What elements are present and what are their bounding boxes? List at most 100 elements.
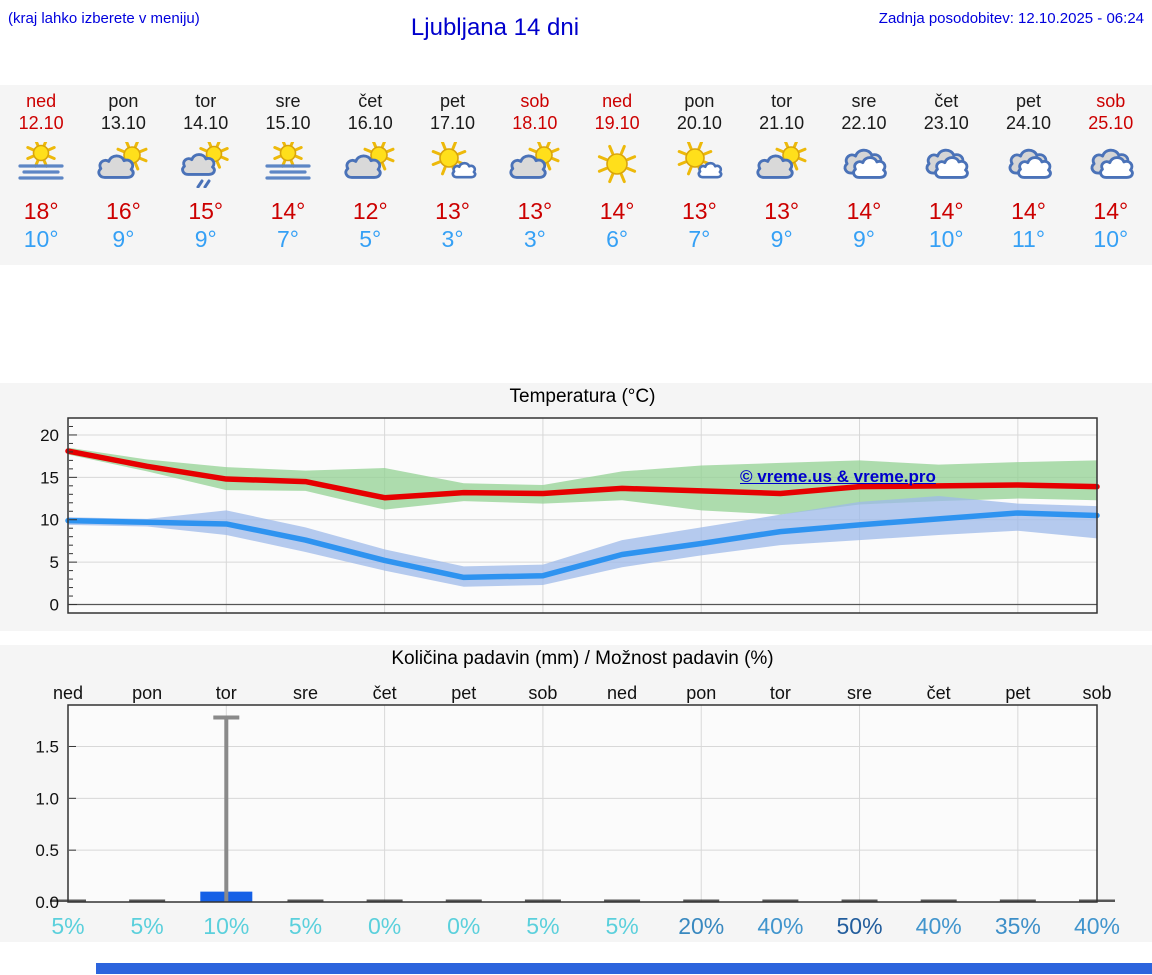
- day-high-temp: 14°: [846, 197, 882, 224]
- forecast-day: sob 25.10 14° 10°: [1070, 85, 1152, 265]
- day-name: tor: [195, 91, 217, 111]
- day-name: tor: [771, 91, 793, 111]
- temperature-chart-section: Temperatura (°C) 0 5 10 15 20 © vreme.us & v…: [0, 383, 1152, 631]
- fog-sun-icon: [247, 140, 329, 190]
- day-date: 22.10: [841, 112, 887, 133]
- forecast-strip: ned 12.10 18° 10° pon 13.10 16° 9° tor 14.10 15° 9°…: [0, 85, 1152, 265]
- precip-percent-label: 5%: [131, 913, 164, 939]
- forecast-day: tor 21.10 13° 9°: [741, 85, 823, 265]
- precip-zero-tick: [287, 899, 324, 902]
- precip-percent-label: 40%: [1074, 913, 1120, 939]
- cloudy-icon: [1070, 140, 1152, 190]
- day-low-temp: 9°: [112, 226, 135, 253]
- day-date: 20.10: [676, 112, 722, 133]
- precip-day-label: ned: [607, 683, 637, 703]
- precip-day-label: pet: [451, 683, 476, 703]
- max-temp-line: [65, 448, 1100, 501]
- day-date: 25.10: [1088, 112, 1134, 133]
- day-date: 24.10: [1005, 112, 1052, 133]
- day-name: pet: [1016, 91, 1042, 111]
- partly-cloudy-icon: [82, 140, 164, 190]
- day-high-temp: 13°: [764, 197, 800, 224]
- day-low-temp: 9°: [770, 226, 793, 253]
- precip-day-label: tor: [770, 683, 791, 703]
- precip-zero-tick: [762, 899, 799, 902]
- precip-zero-tick: [445, 899, 482, 902]
- day-date: 19.10: [594, 112, 640, 133]
- temperature-chart-title: Temperatura (°C): [509, 386, 656, 407]
- max-temp-band: [68, 447, 1097, 515]
- day-name: čet: [934, 91, 959, 111]
- day-high-temp: 14°: [270, 197, 306, 224]
- rain-sun-icon: [165, 140, 247, 190]
- precip-percent-label: 50%: [837, 913, 883, 939]
- day-high-temp: 14°: [928, 197, 964, 224]
- day-low-temp: 11°: [1011, 226, 1046, 253]
- watermark-link[interactable]: © vreme.us & vreme.pro: [740, 467, 936, 486]
- y-tick-label: 5: [50, 553, 59, 572]
- fog-sun-icon: [0, 140, 82, 190]
- temp-chart-svg: 0 5 10 15 20: [40, 417, 1100, 615]
- precip-day-label: ned: [53, 683, 83, 703]
- min-temp-band: [68, 496, 1097, 587]
- day-low-temp: 7°: [276, 226, 299, 253]
- forecast-day: sre 15.10 14° 7°: [247, 85, 329, 265]
- day-low-temp: 10°: [23, 226, 59, 253]
- day-name: ned: [26, 91, 57, 111]
- y-tick-label: 0.5: [35, 841, 59, 860]
- precip-zero-tick: [999, 899, 1036, 902]
- day-date: 14.10: [183, 112, 229, 133]
- forecast-day: sre 22.10 14° 9°: [823, 85, 905, 265]
- day-name: sre: [275, 91, 301, 111]
- day-high-temp: 12°: [352, 197, 388, 224]
- day-name: sob: [1096, 91, 1126, 111]
- y-tick-label: 0.0: [35, 893, 59, 912]
- precip-percent-label: 40%: [916, 913, 962, 939]
- sunny-icon: [576, 140, 658, 190]
- precip-day-label: sre: [847, 683, 872, 703]
- day-date: 12.10: [18, 112, 64, 133]
- forecast-day: pon 20.10 13° 7°: [658, 85, 740, 265]
- forecast-day: pon 13.10 16° 9°: [82, 85, 164, 265]
- day-high-temp: 14°: [599, 197, 635, 224]
- precip-zero-tick: [604, 899, 641, 902]
- y-tick-label: 1.5: [35, 737, 59, 756]
- precip-percent-label: 20%: [678, 913, 724, 939]
- forecast-day: čet 16.10 12° 5°: [329, 85, 411, 265]
- day-high-temp: 15°: [188, 197, 224, 224]
- day-date: 13.10: [100, 112, 146, 133]
- min-temp-line: [65, 510, 1100, 581]
- day-low-temp: 5°: [359, 226, 382, 253]
- precip-day-label: sob: [528, 683, 557, 703]
- day-high-temp: 18°: [23, 197, 59, 224]
- day-low-temp: 3°: [441, 226, 464, 253]
- precip-percent-label: 5%: [51, 913, 84, 939]
- y-tick-label: 10: [40, 511, 59, 530]
- cloudy-icon: [823, 140, 905, 190]
- day-name: sre: [851, 91, 877, 111]
- precipitation-chart-section: Količina padavin (mm) / Možnost padavin …: [0, 645, 1152, 942]
- precip-plot-area: [68, 705, 1097, 902]
- day-low-temp: 10°: [928, 226, 964, 253]
- day-name: pon: [684, 91, 715, 111]
- forecast-day: čet 23.10 14° 10°: [905, 85, 987, 265]
- y-tick-label: 20: [40, 426, 59, 445]
- day-name: sob: [520, 91, 550, 111]
- day-high-temp: 14°: [1093, 197, 1129, 224]
- day-low-temp: 9°: [194, 226, 217, 253]
- day-date: 16.10: [347, 112, 393, 133]
- precip-percent-label: 0%: [447, 913, 480, 939]
- precip-day-label: pon: [686, 683, 716, 703]
- precip-day-label: pet: [1005, 683, 1030, 703]
- partly-cloudy-icon: [741, 140, 823, 190]
- last-update: Zadnja posodobitev: 12.10.2025 - 06:24: [878, 10, 1144, 27]
- precip-day-label: čet: [927, 683, 951, 703]
- forecast-day: tor 14.10 15° 9°: [165, 85, 247, 265]
- page-title: Ljubljana 14 dni: [410, 14, 580, 41]
- footer-bar: [96, 963, 1152, 974]
- precip-percent-label: 5%: [289, 913, 322, 939]
- precip-percent-label: 5%: [605, 913, 638, 939]
- precip-percent-label: 0%: [368, 913, 401, 939]
- day-name: ned: [602, 91, 633, 111]
